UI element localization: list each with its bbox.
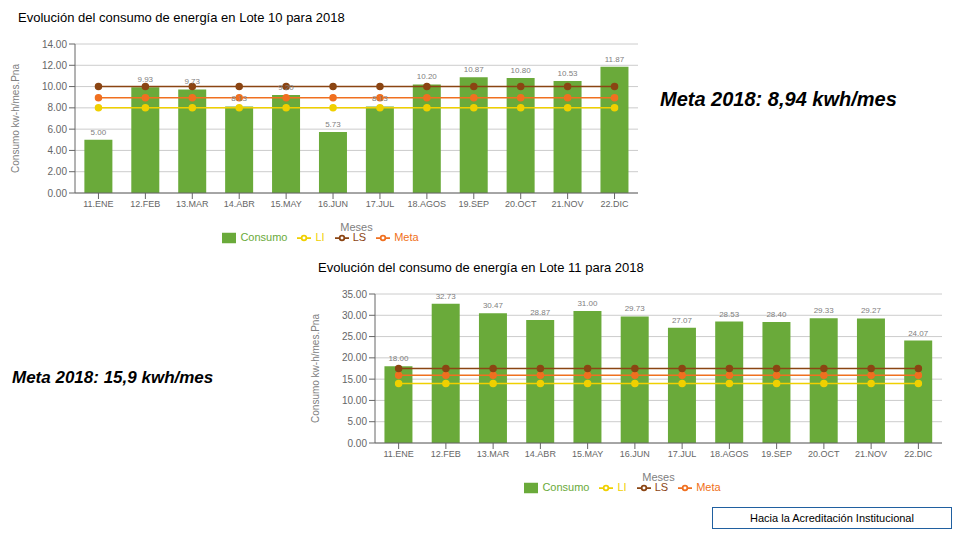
svg-text:28.87: 28.87 <box>530 308 551 317</box>
svg-text:20.OCT: 20.OCT <box>505 199 537 209</box>
svg-text:30.00: 30.00 <box>342 310 367 321</box>
svg-text:13.MAR: 13.MAR <box>176 199 209 209</box>
svg-text:10.53: 10.53 <box>558 69 579 78</box>
svg-text:0.00: 0.00 <box>348 438 368 449</box>
html-text:Consumo: Consumo <box>240 231 288 243</box>
svg-text:13.MAR: 13.MAR <box>477 449 510 459</box>
html-text:Hacia la Acreditación Instituc: Hacia la Acreditación Institucional <box>750 512 914 524</box>
html-text:Meta 2018: 8,94 kwh/mes: Meta 2018: 8,94 kwh/mes <box>660 88 897 110</box>
svg-text:18.AGOS: 18.AGOS <box>408 199 447 209</box>
svg-text:35.00: 35.00 <box>342 289 367 300</box>
svg-text:0.00: 0.00 <box>48 188 68 199</box>
svg-text:9.93: 9.93 <box>138 75 154 84</box>
svg-text:20.OCT: 20.OCT <box>808 449 840 459</box>
svg-text:10.20: 10.20 <box>417 72 438 81</box>
svg-text:14.ABR: 14.ABR <box>525 449 557 459</box>
svg-text:2.00: 2.00 <box>48 166 68 177</box>
svg-text:21.NOV: 21.NOV <box>855 449 887 459</box>
svg-text:18.AGOS: 18.AGOS <box>710 449 749 459</box>
svg-text:24.07: 24.07 <box>908 329 929 338</box>
svg-text:18.00: 18.00 <box>388 354 409 363</box>
svg-text:17.JUL: 17.JUL <box>668 449 697 459</box>
html-text:LS: LS <box>654 481 669 493</box>
svg-text:8.00: 8.00 <box>48 102 68 113</box>
svg-text:12.00: 12.00 <box>42 60 67 71</box>
svg-text:19.SEP: 19.SEP <box>761 449 792 459</box>
svg-text:19.SEP: 19.SEP <box>459 199 490 209</box>
svg-text:Consumo kw-h/mes.Pna: Consumo kw-h/mes.Pna <box>310 314 321 423</box>
html-text:LS: LS <box>352 231 367 243</box>
svg-text:28.40: 28.40 <box>766 310 787 319</box>
svg-text:10.00: 10.00 <box>42 81 67 92</box>
svg-text:16.JUN: 16.JUN <box>318 199 348 209</box>
html-text:LI: LI <box>315 231 325 243</box>
svg-text:29.73: 29.73 <box>625 304 646 313</box>
svg-text:14.00: 14.00 <box>42 39 67 50</box>
svg-text:31.00: 31.00 <box>577 299 598 308</box>
html-text:Meta: Meta <box>696 481 721 493</box>
svg-text:12.FEB: 12.FEB <box>130 199 160 209</box>
svg-text:14.ABR: 14.ABR <box>224 199 256 209</box>
html-text:Meta: Meta <box>394 231 419 243</box>
svg-text:12.FEB: 12.FEB <box>431 449 461 459</box>
svg-text:5.00: 5.00 <box>348 416 368 427</box>
svg-text:15.MAY: 15.MAY <box>572 449 603 459</box>
html-text:LI: LI <box>617 481 627 493</box>
svg-text:6.00: 6.00 <box>48 124 68 135</box>
svg-text:11.ENE: 11.ENE <box>383 449 413 459</box>
svg-text:25.00: 25.00 <box>342 331 367 342</box>
svg-text:22.DIC: 22.DIC <box>904 449 933 459</box>
html-text:Evolución del consumo de energ: Evolución del consumo de energía en Lote… <box>318 260 644 275</box>
svg-text:22.DIC: 22.DIC <box>601 199 630 209</box>
svg-text:8.13: 8.13 <box>372 94 388 103</box>
svg-text:27.07: 27.07 <box>672 316 693 325</box>
svg-text:5.00: 5.00 <box>91 128 107 137</box>
svg-text:5.73: 5.73 <box>325 120 341 129</box>
svg-text:17.JUL: 17.JUL <box>366 199 395 209</box>
svg-text:9.73: 9.73 <box>184 77 200 86</box>
svg-text:28.53: 28.53 <box>719 310 740 319</box>
svg-text:Meses: Meses <box>642 471 675 483</box>
svg-text:32.73: 32.73 <box>436 292 457 301</box>
svg-text:11.ENE: 11.ENE <box>83 199 113 209</box>
html-text:Evolución del consumo de energ: Evolución del consumo de energía en Lote… <box>18 10 345 25</box>
svg-text:10.87: 10.87 <box>464 65 485 74</box>
svg-text:10.00: 10.00 <box>342 395 367 406</box>
svg-text:4.00: 4.00 <box>48 145 68 156</box>
svg-text:15.MAY: 15.MAY <box>270 199 301 209</box>
svg-text:9.20: 9.20 <box>278 83 294 92</box>
svg-text:15.00: 15.00 <box>342 374 367 385</box>
svg-text:29.27: 29.27 <box>861 306 882 315</box>
svg-text:30.47: 30.47 <box>483 301 504 310</box>
svg-text:21.NOV: 21.NOV <box>552 199 584 209</box>
svg-text:Consumo kw-h/mes.Pna: Consumo kw-h/mes.Pna <box>10 64 21 173</box>
svg-text:20.00: 20.00 <box>342 352 367 363</box>
svg-text:16.JUN: 16.JUN <box>620 449 650 459</box>
svg-text:Meses: Meses <box>340 221 373 233</box>
html-text:Consumo: Consumo <box>542 481 590 493</box>
svg-text:29.33: 29.33 <box>814 306 835 315</box>
svg-text:10.80: 10.80 <box>511 66 532 75</box>
html-text:Meta 2018: 15,9 kwh/mes: Meta 2018: 15,9 kwh/mes <box>12 368 214 387</box>
svg-text:8.13: 8.13 <box>231 94 247 103</box>
svg-text:11.87: 11.87 <box>605 55 625 64</box>
